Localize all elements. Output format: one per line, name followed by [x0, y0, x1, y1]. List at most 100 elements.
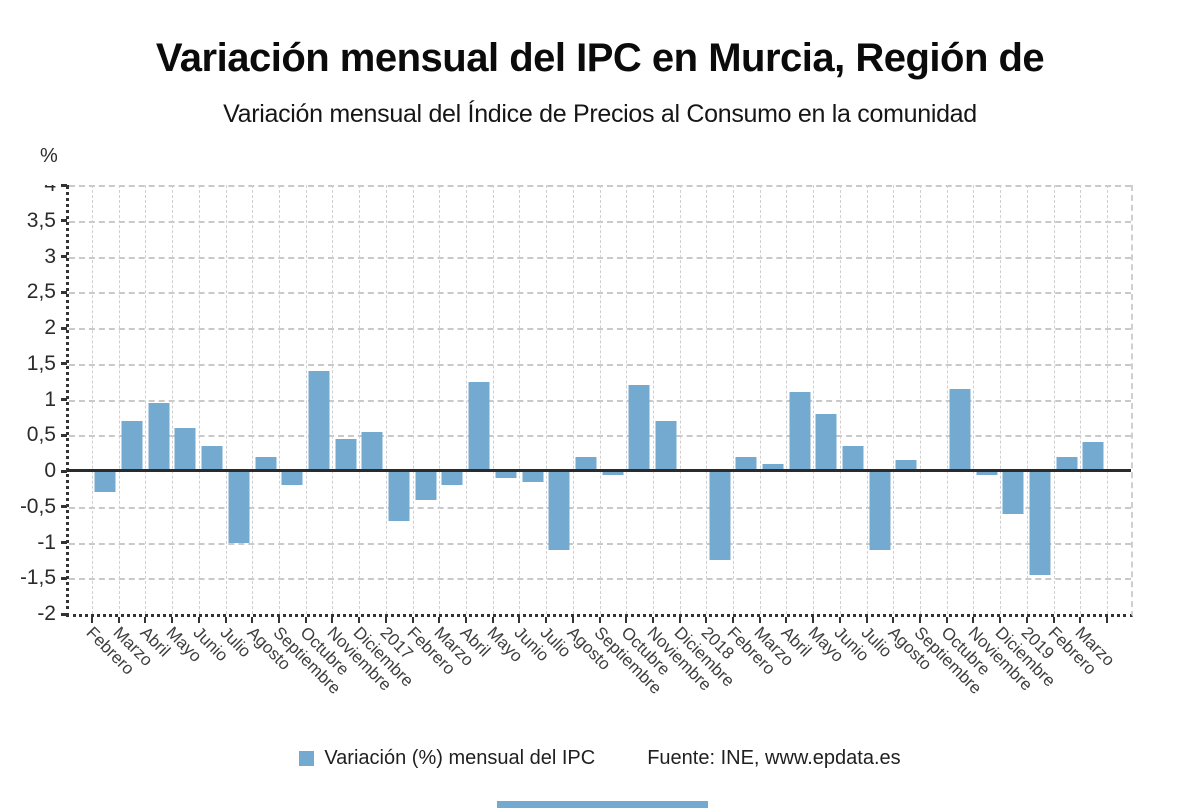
bar-slot [1027, 185, 1054, 614]
x-tick [197, 617, 200, 623]
x-tick [464, 617, 467, 623]
gridline-v [1026, 185, 1028, 614]
gridline-v [599, 185, 601, 614]
x-tick [732, 617, 735, 623]
bar [1029, 471, 1051, 575]
gridline-v [465, 185, 467, 614]
bar [495, 471, 517, 479]
y-tick-label: 1 [44, 387, 56, 411]
gridline-v [652, 185, 654, 614]
x-tick [1079, 617, 1082, 623]
zero-baseline [67, 469, 1131, 472]
y-tick-label: 3,5 [26, 208, 56, 232]
legend-color-swatch-icon [299, 750, 315, 766]
gridline-v [278, 185, 280, 614]
y-tick [61, 469, 67, 473]
y-tick [61, 326, 67, 330]
gridline-v [92, 185, 93, 614]
legend-item: Variación (%) mensual del IPC [299, 747, 595, 770]
x-tick [251, 617, 254, 623]
bar [575, 456, 597, 471]
bar-slot [92, 185, 119, 614]
bar-slot [252, 185, 279, 614]
gridline-v [1053, 185, 1055, 614]
gridline-v [706, 185, 708, 614]
y-tick [61, 183, 67, 187]
x-tick [571, 617, 574, 623]
bar [255, 456, 277, 471]
bar [174, 428, 196, 471]
gridline-v [786, 185, 788, 614]
gridline-v [679, 185, 681, 614]
x-tick [838, 617, 841, 623]
gridline-v [492, 185, 494, 614]
bar-slot [199, 185, 226, 614]
x-tick [625, 617, 628, 623]
gridline-v [1000, 185, 1002, 614]
bottom-blue-strip [497, 801, 708, 808]
x-tick [518, 617, 521, 623]
y-tick [61, 290, 67, 294]
gridline-v [1080, 185, 1082, 614]
x-tick [892, 617, 895, 623]
bar-slot [947, 185, 974, 614]
gridline-v [145, 185, 147, 614]
gridline-v [305, 185, 307, 614]
x-tick [972, 617, 975, 623]
gridline-v [759, 185, 761, 614]
x-tick [331, 617, 334, 623]
bar [548, 471, 570, 550]
x-tick [678, 617, 681, 623]
gridline-v [893, 185, 895, 614]
bar-slot [412, 185, 439, 614]
bar [1002, 471, 1024, 514]
gridline-v [813, 185, 815, 614]
x-tick [171, 617, 174, 623]
y-tick-label: -0,5 [21, 494, 56, 518]
x-tick [1052, 617, 1055, 623]
x-tick [117, 617, 120, 623]
bar [789, 392, 811, 471]
gridline-v [385, 185, 387, 614]
x-tick [812, 617, 815, 623]
bar [468, 381, 490, 471]
y-tick-label: 3 [44, 244, 56, 268]
bar [655, 420, 677, 471]
gridline-v [225, 185, 227, 614]
bar [628, 385, 650, 471]
x-tick [785, 617, 788, 623]
bar [976, 471, 998, 475]
y-axis-unit-label: % [40, 145, 58, 167]
x-tick [491, 617, 494, 623]
bar [281, 471, 303, 486]
legend-row: Variación (%) mensual del IPC Fuente: IN… [0, 742, 1200, 774]
bar-slot [599, 185, 626, 614]
bar-slot [359, 185, 386, 614]
bar [148, 403, 170, 471]
gridline-v [519, 185, 521, 614]
bar-slot [573, 185, 600, 614]
bar [94, 471, 116, 493]
y-tick [61, 433, 67, 437]
y-tick [61, 362, 67, 366]
bar [228, 471, 250, 543]
source-label: Fuente: INE, www.epdata.es [647, 746, 901, 769]
bar [441, 471, 463, 486]
gridline-v [973, 185, 975, 614]
gridline-v [626, 185, 628, 614]
bar [1056, 456, 1078, 471]
y-tick-label: 4 [44, 185, 56, 198]
x-tick [91, 617, 93, 623]
legend-series-label: Variación (%) mensual del IPC [324, 746, 596, 769]
x-tick [384, 617, 387, 623]
bar-slot [653, 185, 680, 614]
y-tick-label: -2 [37, 602, 56, 625]
y-tick-label: -1,5 [21, 566, 56, 590]
x-axis-labels: Febrero Marzo Abril Mayo Junio Julio Agosto Sep… [66, 616, 1156, 758]
gridline-v [1107, 185, 1108, 614]
bar-slot [840, 185, 867, 614]
x-tick [865, 617, 868, 623]
bar-slot [760, 185, 787, 614]
bar-slot [893, 185, 920, 614]
